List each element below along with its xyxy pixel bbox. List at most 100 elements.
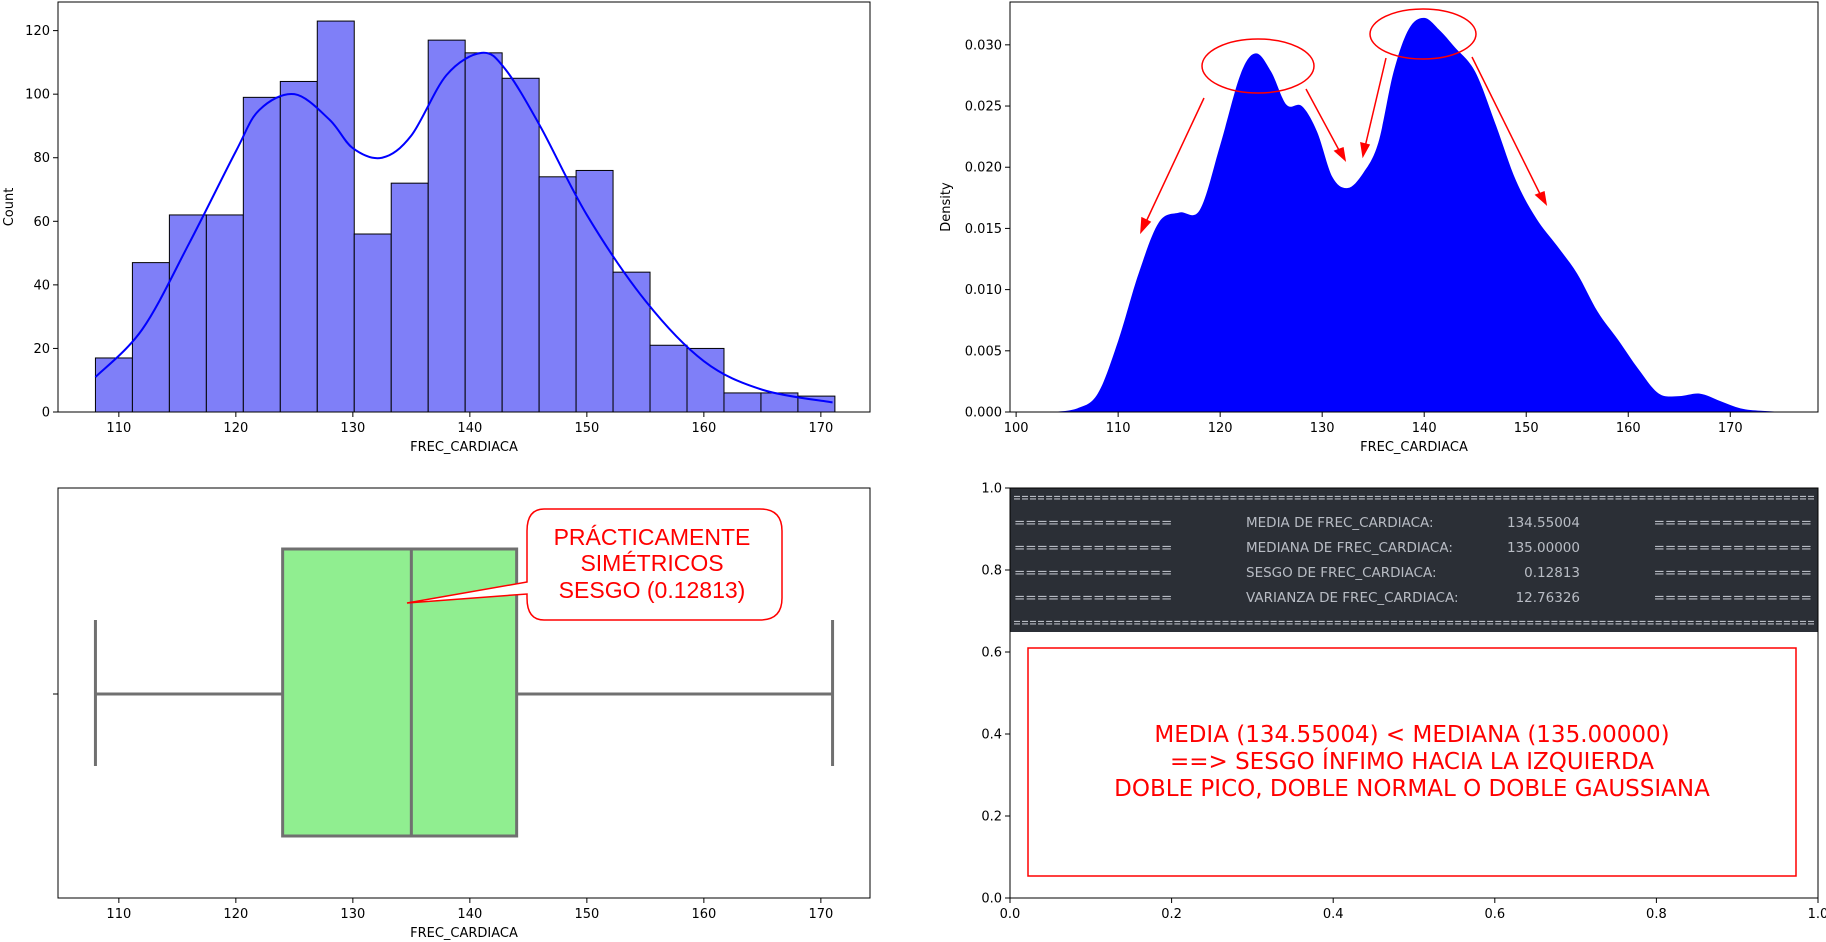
text-panel: ============== ============== ============… bbox=[981, 482, 1826, 923]
histogram-y-tick-label: 100 bbox=[25, 88, 50, 103]
histogram-x-tick-label: 160 bbox=[691, 421, 716, 436]
boxplot-x-label: FREC_CARDIACA bbox=[410, 926, 518, 941]
histogram-bar bbox=[649, 344, 688, 413]
density-x-tick-label: 170 bbox=[1718, 421, 1743, 436]
density-area bbox=[1051, 17, 1787, 413]
histogram-x-tick-label: 120 bbox=[223, 421, 248, 436]
histogram-x-tick-label: 110 bbox=[106, 421, 131, 436]
console-separator-bottom: ========================================… bbox=[1013, 615, 1815, 631]
text-panel-y-tick-label: 0.8 bbox=[981, 564, 1002, 579]
console-separator-top: ========================================… bbox=[1013, 490, 1815, 506]
console-row-2-right: ============== bbox=[1654, 540, 1812, 556]
console-output: ============== ============== ============… bbox=[1013, 490, 1815, 631]
text-panel-x-tick-label: 0.6 bbox=[1484, 907, 1505, 922]
density-y-tick-label: 0.025 bbox=[965, 100, 1002, 115]
density-x-ticks: 100 110 120 130 140 150 160 170 bbox=[1004, 412, 1743, 436]
text-panel-x-tick-label: 0.2 bbox=[1161, 907, 1182, 922]
density-x-tick-label: 110 bbox=[1106, 421, 1131, 436]
histogram-y-label: Count bbox=[2, 188, 17, 227]
histogram-bar bbox=[242, 96, 281, 413]
callout-line-2: SIMÉTRICOS bbox=[580, 550, 723, 576]
histogram-bar bbox=[575, 169, 614, 413]
console-row-3-label: SESGO DE FREC_CARDIACA: bbox=[1246, 565, 1437, 581]
density-x-label: FREC_CARDIACA bbox=[1360, 440, 1468, 455]
histogram-bars bbox=[94, 20, 836, 413]
console-row-3-right: ============== bbox=[1654, 565, 1812, 581]
console-row-4-left: ============== bbox=[1014, 590, 1172, 606]
histogram-bar bbox=[316, 20, 355, 413]
histogram-bar bbox=[390, 182, 429, 413]
callout-line-3: SESGO (0.12813) bbox=[559, 577, 746, 603]
text-panel-y-tick-label: 0.2 bbox=[981, 810, 1002, 825]
histogram-bar bbox=[612, 271, 651, 413]
summary-box bbox=[1027, 647, 1797, 877]
density-x-tick-label: 160 bbox=[1616, 421, 1641, 436]
density-y-tick-label: 0.005 bbox=[965, 344, 1002, 359]
peak-highlight-ellipse-right bbox=[1369, 8, 1477, 60]
callout-bubble bbox=[406, 508, 783, 621]
histogram-x-tick-label: 170 bbox=[808, 421, 833, 436]
boxplot-x-tick-label: 160 bbox=[691, 907, 716, 922]
density-x-tick-label: 120 bbox=[1208, 421, 1233, 436]
console-row-2-value: 135.00000 bbox=[1507, 540, 1580, 556]
summary-line-3: DOBLE PICO, DOBLE NORMAL O DOBLE GAUSSIA… bbox=[1114, 776, 1710, 802]
density-x-tick-label: 140 bbox=[1412, 421, 1437, 436]
console-row-4-value: 12.76326 bbox=[1516, 590, 1580, 606]
peak-highlight-ellipse-left bbox=[1201, 38, 1315, 94]
histogram-bar bbox=[94, 357, 133, 413]
histogram-bar bbox=[279, 80, 318, 413]
histogram-bar bbox=[538, 176, 577, 413]
density-y-tick-label: 0.010 bbox=[965, 283, 1002, 298]
console-row-2-left: ============== bbox=[1014, 540, 1172, 556]
text-panel-y-tick-label: 0.6 bbox=[981, 646, 1002, 661]
boxplot-axes-frame bbox=[57, 487, 871, 899]
boxplot-x-tick-label: 170 bbox=[808, 907, 833, 922]
density-panel: 100 110 120 130 140 150 160 170 0.000 0.005 0.010… bbox=[939, 1, 1819, 455]
text-panel-x-ticks: 0.0 0.2 0.4 0.6 0.8 1.0 bbox=[1000, 898, 1826, 922]
arrowhead-left-slope bbox=[1140, 216, 1152, 235]
summary-line-2: ==> SESGO ÍNFIMO HACIA LA IZQUIERDA bbox=[1170, 747, 1654, 775]
histogram-x-ticks: 110 120 130 140 150 160 170 bbox=[106, 412, 833, 436]
histogram-x-tick-label: 140 bbox=[457, 421, 482, 436]
boxplot-x-tick-label: 110 bbox=[106, 907, 131, 922]
console-row-1-value: 134.55004 bbox=[1507, 515, 1580, 531]
histogram-y-tick-label: 20 bbox=[33, 342, 50, 357]
density-y-ticks: 0.000 0.005 0.010 0.015 0.020 0.025 0.030 bbox=[965, 38, 1010, 421]
console-row-2-label: MEDIANA DE FREC_CARDIACA: bbox=[1246, 540, 1453, 556]
histogram-x-tick-label: 130 bbox=[340, 421, 365, 436]
boxplot-x-ticks: 110 120 130 140 150 160 170 bbox=[106, 898, 833, 922]
histogram-bar bbox=[686, 347, 725, 413]
text-panel-x-tick-label: 0.0 bbox=[1000, 907, 1021, 922]
text-panel-x-tick-label: 0.8 bbox=[1646, 907, 1667, 922]
summary-line-1: MEDIA (134.55004) < MEDIANA (135.00000) bbox=[1154, 722, 1669, 748]
text-panel-y-tick-label: 1.0 bbox=[981, 482, 1002, 497]
histogram-bar bbox=[427, 39, 466, 413]
histogram-x-label: FREC_CARDIACA bbox=[410, 440, 518, 455]
text-panel-y-ticks: 0.0 0.2 0.4 0.6 0.8 1.0 bbox=[981, 482, 1010, 907]
histogram-bar bbox=[353, 233, 392, 413]
histogram-bar bbox=[131, 262, 170, 413]
density-y-tick-label: 0.030 bbox=[965, 38, 1002, 53]
console-row-3-value: 0.12813 bbox=[1524, 565, 1580, 581]
text-panel-axes-frame bbox=[1009, 487, 1819, 899]
boxplot-x-tick-label: 120 bbox=[223, 907, 248, 922]
density-y-tick-label: 0.000 bbox=[965, 406, 1002, 421]
histogram-bar bbox=[723, 392, 762, 413]
arrowhead-valley-from-right bbox=[1360, 141, 1371, 159]
arrow-left-slope bbox=[1144, 97, 1205, 225]
histogram-y-tick-label: 120 bbox=[25, 24, 50, 39]
density-x-tick-label: 100 bbox=[1004, 421, 1029, 436]
text-panel-x-tick-label: 1.0 bbox=[1808, 907, 1826, 922]
console-row-1-right: ============== bbox=[1654, 515, 1812, 531]
boxplot-x-tick-label: 140 bbox=[457, 907, 482, 922]
histogram-y-tick-label: 60 bbox=[33, 215, 50, 230]
histogram-y-tick-label: 0 bbox=[42, 406, 50, 421]
histogram-bar bbox=[205, 214, 244, 413]
arrow-right-slope bbox=[1471, 56, 1542, 197]
histogram-y-tick-label: 40 bbox=[33, 278, 50, 293]
density-axes-frame bbox=[1009, 1, 1819, 413]
boxplot-panel: 110 120 130 140 150 160 170 FREC_CARDIACA PRÁC… bbox=[53, 487, 871, 941]
arrow-valley-from-right bbox=[1364, 57, 1387, 148]
console-row-1-left: ============== bbox=[1014, 515, 1172, 531]
